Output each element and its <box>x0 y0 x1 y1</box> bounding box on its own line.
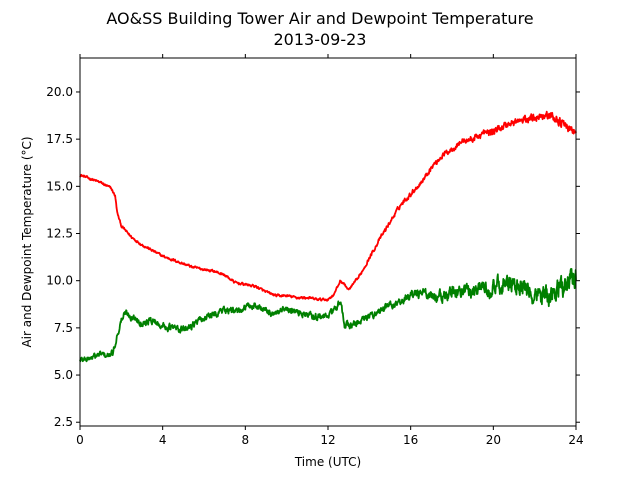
x-tick-label: 24 <box>568 433 583 447</box>
y-tick-label: 2.5 <box>54 415 73 429</box>
y-tick-label: 5.0 <box>54 368 73 382</box>
y-axis: 2.5 5.0 7.5 10.0 12.5 15.0 17.5 20.0 <box>46 85 580 429</box>
x-tick-label: 16 <box>403 433 418 447</box>
y-tick-label: 10.0 <box>46 274 73 288</box>
x-axis: 0 4 8 12 16 20 24 <box>76 54 584 447</box>
x-axis-label: Time (UTC) <box>294 455 361 469</box>
x-tick-label: 4 <box>159 433 167 447</box>
series-line-0 <box>79 110 577 302</box>
chart-subtitle: 2013-09-23 <box>274 30 367 49</box>
x-tick-label: 20 <box>486 433 501 447</box>
y-tick-label: 17.5 <box>46 132 73 146</box>
x-tick-label: 0 <box>76 433 84 447</box>
y-tick-label: 20.0 <box>46 85 73 99</box>
x-tick-label: 12 <box>320 433 335 447</box>
y-tick-label: 15.0 <box>46 179 73 193</box>
y-tick-label: 7.5 <box>54 321 73 335</box>
y-tick-label: 12.5 <box>46 227 73 241</box>
x-tick-label: 8 <box>242 433 250 447</box>
chart-title: AO&SS Building Tower Air and Dewpoint Te… <box>106 9 533 28</box>
y-axis-label: Air and Dewpoint Temperature (°C) <box>20 136 34 347</box>
series-line-1 <box>79 267 577 363</box>
series-layer <box>79 110 577 363</box>
